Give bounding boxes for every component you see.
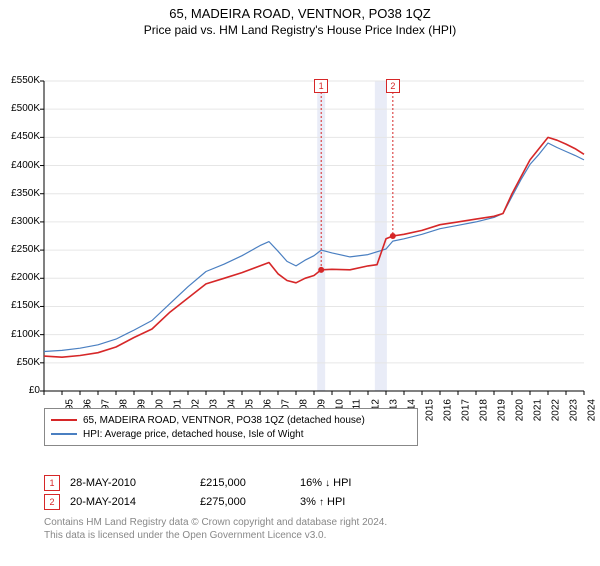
y-tick-label: £350K bbox=[4, 188, 40, 199]
x-tick-label: 2017 bbox=[460, 399, 471, 421]
chart-svg bbox=[0, 37, 600, 427]
legend-swatch-hpi bbox=[51, 433, 77, 434]
y-tick-label: £200K bbox=[4, 272, 40, 283]
x-tick-label: 2024 bbox=[586, 399, 597, 421]
y-tick-label: £550K bbox=[4, 75, 40, 86]
legend-row-property: 65, MADEIRA ROAD, VENTNOR, PO38 1QZ (det… bbox=[51, 413, 411, 427]
sale-date: 28-MAY-2010 bbox=[70, 477, 190, 489]
y-tick-label: £400K bbox=[4, 160, 40, 171]
x-tick-label: 2016 bbox=[442, 399, 453, 421]
footer: Contains HM Land Registry data © Crown c… bbox=[44, 516, 600, 542]
page-subtitle: Price paid vs. HM Land Registry's House … bbox=[0, 23, 600, 37]
sale-diff: 3% ↑ HPI bbox=[300, 496, 390, 508]
y-tick-label: £450K bbox=[4, 131, 40, 142]
legend: 65, MADEIRA ROAD, VENTNOR, PO38 1QZ (det… bbox=[44, 408, 418, 446]
y-tick-label: £250K bbox=[4, 244, 40, 255]
y-tick-label: £0 bbox=[4, 385, 40, 396]
y-tick-label: £500K bbox=[4, 103, 40, 114]
chart-sale-marker-2: 2 bbox=[386, 79, 400, 93]
footer-line-2: This data is licensed under the Open Gov… bbox=[44, 529, 600, 542]
y-tick-label: £300K bbox=[4, 216, 40, 227]
x-tick-label: 2021 bbox=[532, 399, 543, 421]
x-tick-label: 2015 bbox=[424, 399, 435, 421]
legend-swatch-property bbox=[51, 419, 77, 421]
sale-marker: 2 bbox=[44, 494, 60, 510]
legend-label-property: 65, MADEIRA ROAD, VENTNOR, PO38 1QZ (det… bbox=[83, 415, 365, 426]
x-tick-label: 2020 bbox=[514, 399, 525, 421]
y-tick-label: £100K bbox=[4, 329, 40, 340]
sale-marker: 1 bbox=[44, 475, 60, 491]
sale-date: 20-MAY-2014 bbox=[70, 496, 190, 508]
x-tick-label: 2022 bbox=[550, 399, 561, 421]
chart: 1 2 £0 £50K £100K £150K £200K £250K £300K £350K £4… bbox=[0, 37, 600, 427]
x-tick-label: 2018 bbox=[478, 399, 489, 421]
sale-row: 1 28-MAY-2010 £215,000 16% ↓ HPI bbox=[44, 475, 600, 491]
legend-label-hpi: HPI: Average price, detached house, Isle… bbox=[83, 429, 304, 440]
footer-line-1: Contains HM Land Registry data © Crown c… bbox=[44, 516, 600, 529]
sale-price: £215,000 bbox=[200, 477, 290, 489]
legend-row-hpi: HPI: Average price, detached house, Isle… bbox=[51, 427, 411, 441]
sale-row: 2 20-MAY-2014 £275,000 3% ↑ HPI bbox=[44, 494, 600, 510]
sale-price: £275,000 bbox=[200, 496, 290, 508]
sale-diff: 16% ↓ HPI bbox=[300, 477, 390, 489]
y-tick-label: £150K bbox=[4, 300, 40, 311]
page-title: 65, MADEIRA ROAD, VENTNOR, PO38 1QZ bbox=[0, 6, 600, 21]
x-tick-label: 2019 bbox=[496, 399, 507, 421]
x-tick-label: 2023 bbox=[568, 399, 579, 421]
sales-list: 1 28-MAY-2010 £215,000 16% ↓ HPI 2 20-MAY-201… bbox=[0, 475, 600, 510]
y-tick-label: £50K bbox=[4, 357, 40, 368]
chart-sale-marker-1: 1 bbox=[314, 79, 328, 93]
